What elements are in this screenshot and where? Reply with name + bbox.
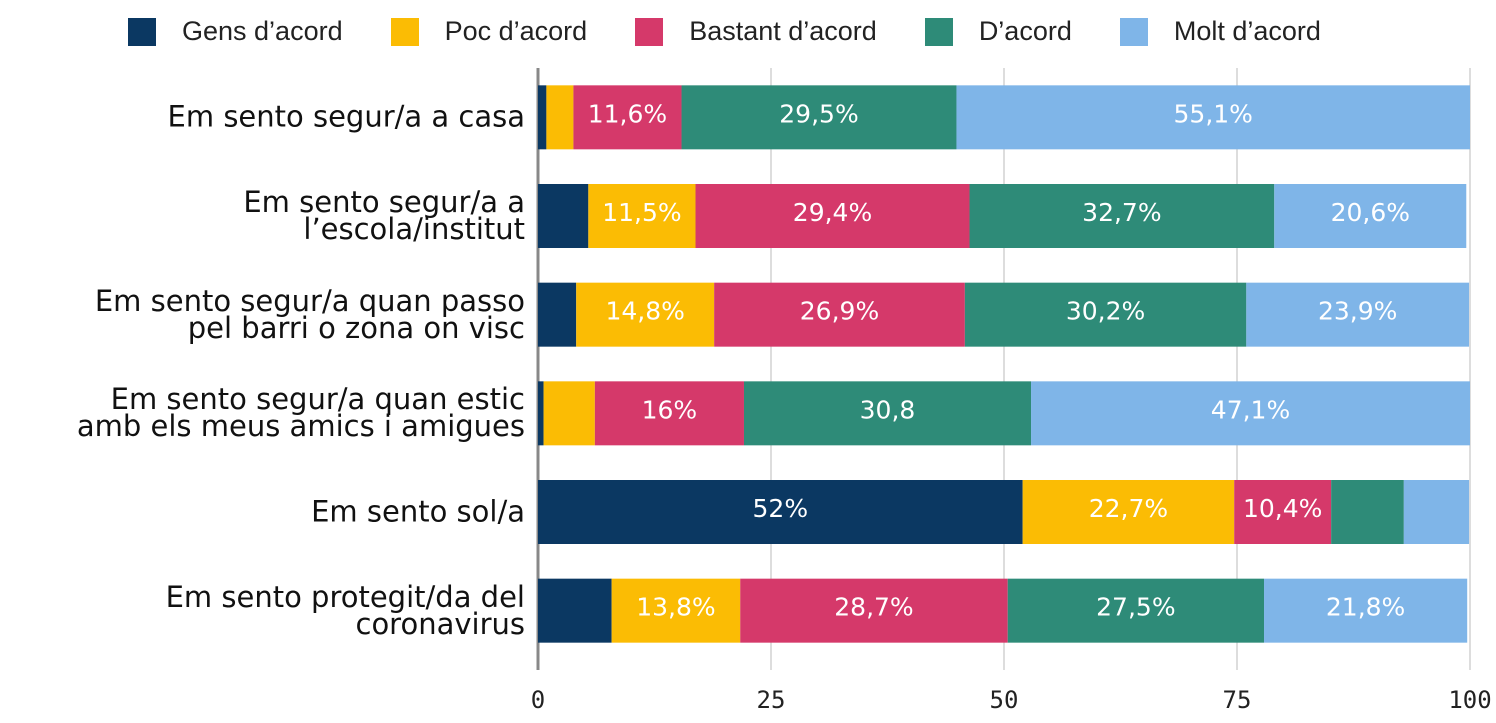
bar-segment (1264, 578, 1468, 643)
x-tick-label: 0 (531, 686, 545, 714)
value-label: 29,5% (779, 99, 858, 128)
value-label: 10,4% (1243, 494, 1322, 523)
value-label: 28,7% (834, 593, 913, 622)
legend-swatch (635, 17, 664, 46)
legend-label: Gens d’acord (182, 16, 343, 46)
category-label: Em sento segur/a quan estic amb els meus… (76, 382, 525, 444)
category-label: Em sento segur/a quan passo pel barri o … (94, 283, 525, 345)
legend-label: D’acord (978, 16, 1072, 46)
value-label: 22,7% (1089, 494, 1168, 523)
legend-swatch (1119, 17, 1148, 46)
bar-segment (1234, 480, 1332, 544)
bar-segment (1274, 184, 1467, 248)
bar-segment (573, 85, 682, 150)
value-label: 30,8 (860, 395, 916, 424)
bar-segment (695, 184, 970, 248)
bar-segment (546, 85, 574, 150)
legend-item: Poc d’acord (390, 16, 588, 47)
value-label: 52% (753, 494, 809, 523)
value-label: 21,8% (1326, 593, 1405, 622)
legend-swatch (128, 17, 156, 46)
value-label: 30,2% (1066, 297, 1145, 326)
bar-segment (1246, 282, 1470, 347)
value-label: 27,5% (1096, 593, 1175, 622)
x-tick-label: 100 (1448, 686, 1491, 714)
bar-segment (543, 381, 595, 446)
x-tick-label: 75 (1223, 686, 1252, 714)
value-label: 55,1% (1174, 99, 1253, 128)
value-label: 26,9% (800, 297, 879, 326)
legend-item: Bastant d’acord (635, 16, 877, 47)
bar-segment (611, 578, 741, 643)
legend-item: Gens d’acord (128, 16, 343, 47)
value-label: 11,6% (588, 99, 667, 128)
legend-item: Molt d’acord (1119, 16, 1321, 47)
bar-segment (538, 578, 612, 643)
bar-segment (594, 381, 744, 446)
value-label: 32,7% (1082, 198, 1161, 227)
category-label: Em sento segur/a a l’escola/institut (243, 185, 525, 246)
bar-segment (964, 282, 1247, 347)
category-label: Em sento segur/a a casa (167, 99, 525, 134)
value-label: 20,6% (1331, 198, 1410, 227)
legend-label: Poc d’acord (444, 16, 588, 46)
bar-segment (1007, 578, 1265, 643)
bar-segment (588, 184, 696, 248)
bar-segment (743, 381, 1032, 446)
bar-segment (538, 282, 577, 347)
value-label: 13,8% (636, 593, 715, 622)
value-label: 47,1% (1211, 395, 1290, 424)
bar-segment (1022, 480, 1235, 544)
grid (536, 68, 1471, 670)
bar-segment (538, 85, 547, 150)
legend-swatch (390, 17, 419, 46)
value-label: 14,8% (605, 297, 684, 326)
bar-segment (714, 282, 965, 347)
legend-label: Bastant d’acord (689, 16, 877, 46)
bar-segment (538, 184, 589, 248)
bar-segment (1403, 480, 1470, 544)
bar-segment (1031, 381, 1470, 446)
bar-segment (576, 282, 715, 347)
value-label: 29,4% (793, 198, 872, 227)
legend-label: Molt d’acord (1173, 16, 1321, 46)
value-label: 11,5% (602, 198, 681, 227)
value-label: 23,9% (1318, 297, 1397, 326)
bar-segment (538, 480, 1023, 544)
bar-segment (956, 85, 1470, 150)
category-label: Em sento sol/a (311, 494, 525, 529)
bar-segment (681, 85, 957, 150)
bar-segment (969, 184, 1275, 248)
legend-swatch (924, 17, 953, 46)
value-label: 16% (642, 395, 698, 424)
bar-segment (740, 578, 1008, 643)
bar-segment (1331, 480, 1404, 544)
x-tick-label: 50 (990, 686, 1019, 714)
x-tick-label: 25 (757, 686, 786, 714)
bar-segment (538, 381, 544, 446)
category-label: Em sento protegit/da del coronavirus (165, 579, 525, 641)
legend-item: D’acord (924, 16, 1072, 47)
legend: Gens d’acord Poc d’acord Bastant d’acord D’… (128, 16, 1369, 47)
